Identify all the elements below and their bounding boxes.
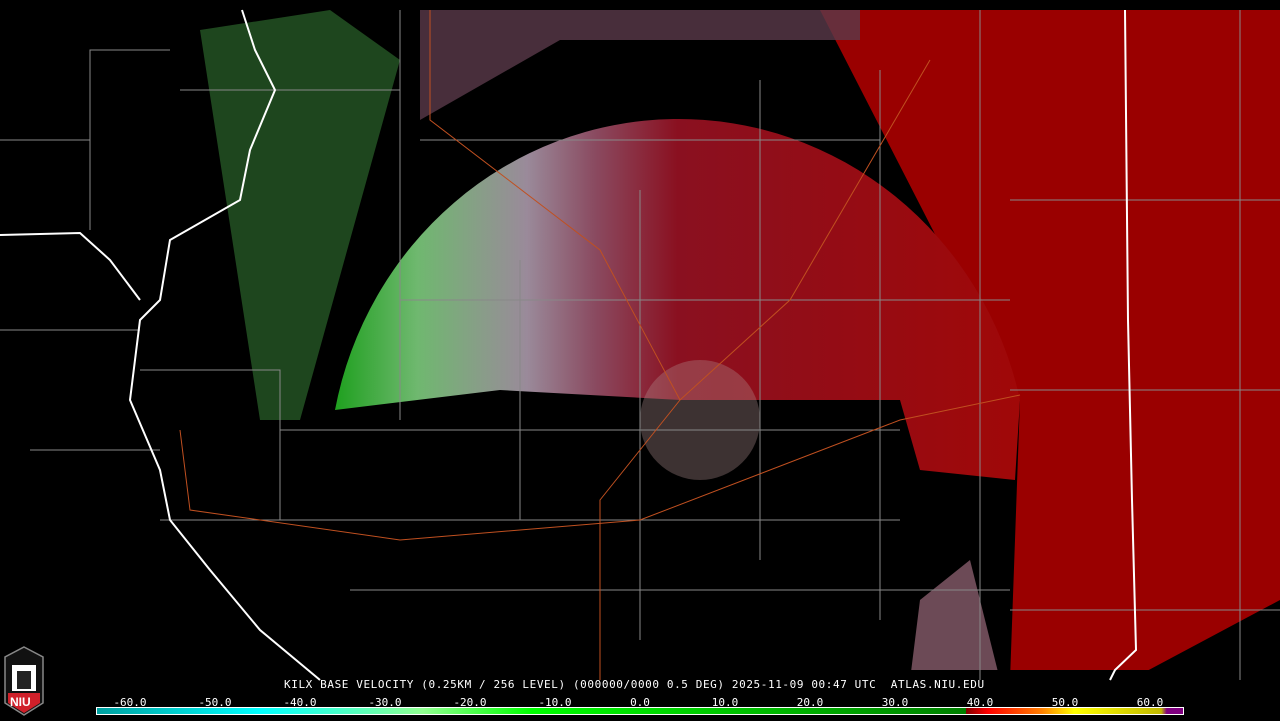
colorbar-tick-label: -60.0 bbox=[113, 696, 147, 709]
colorbar-tick-label: 20.0 bbox=[796, 696, 824, 709]
colorbar-tick-label: 50.0 bbox=[1051, 696, 1079, 709]
colorbar-tick-label: 0.0 bbox=[630, 696, 650, 709]
colorbar-tick-label: -20.0 bbox=[453, 696, 487, 709]
colorbar-tick-label: 30.0 bbox=[881, 696, 909, 709]
product-name: BASE VELOCITY bbox=[320, 678, 415, 691]
colorbar-tick-label: 40.0 bbox=[966, 696, 994, 709]
timestamp: 2025-11-09 00:47 UTC bbox=[731, 678, 877, 691]
resolution: (0.25KM / 256 LEVEL) bbox=[421, 678, 566, 691]
velocity-far-field-west bbox=[200, 10, 400, 420]
colorbar-tick-label: 60.0 bbox=[1136, 696, 1164, 709]
velocity-far-field-east bbox=[820, 10, 1280, 670]
product-caption: KILX BASE VELOCITY (0.25KM / 256 LEVEL) … bbox=[284, 678, 985, 691]
radar-echoes bbox=[200, 10, 1280, 670]
colorbar-tick-label: -30.0 bbox=[368, 696, 402, 709]
velocity-far-field-north bbox=[420, 10, 860, 120]
velocity-inner-disk bbox=[335, 118, 1020, 480]
volume-info: (000000/0000 0.5 DEG) bbox=[572, 678, 725, 691]
colorbar-tick-label: -50.0 bbox=[198, 696, 232, 709]
source-url: ATLAS.NIU.EDU bbox=[890, 678, 985, 691]
niu-logo[interactable]: NIU bbox=[3, 645, 45, 717]
niu-logo-text: NIU bbox=[10, 695, 31, 709]
colorbar-tick-label: -10.0 bbox=[538, 696, 572, 709]
station-id: KILX bbox=[284, 678, 313, 691]
colorbar-tick-label: -40.0 bbox=[283, 696, 317, 709]
state-border-iowa-missouri bbox=[0, 231, 141, 301]
county-borders bbox=[0, 10, 1280, 680]
colorbar-tick-label: 10.0 bbox=[711, 696, 739, 709]
highways bbox=[179, 10, 1021, 680]
state-border-illinois-west bbox=[128, 9, 321, 681]
state-border-indiana bbox=[1109, 9, 1138, 681]
velocity-colorbar bbox=[96, 707, 1184, 715]
velocity-southeast-band bbox=[911, 560, 998, 670]
state-borders bbox=[0, 9, 1138, 681]
radar-clutter bbox=[640, 360, 760, 480]
niu-castle-logo-icon bbox=[4, 646, 44, 716]
